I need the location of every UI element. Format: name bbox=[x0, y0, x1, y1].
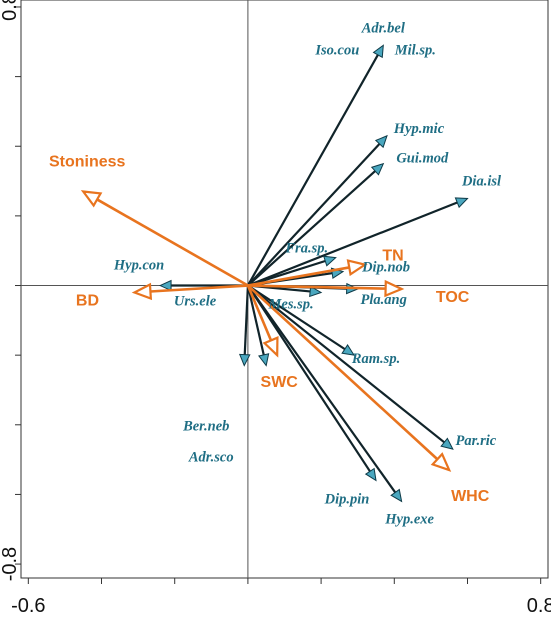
species-arrow-hyp-mic-head bbox=[374, 134, 388, 149]
env-arrow-toc-shaft bbox=[247, 284, 386, 290]
species-label-iso-cou: Iso.cou bbox=[314, 42, 359, 58]
species-label-hyp-mic: Hyp.mic bbox=[393, 121, 445, 137]
species-arrow-dip-pin-shaft bbox=[246, 284, 371, 472]
species-arrow-dia-isl-head bbox=[454, 197, 469, 209]
species-arrow-adr-bel-shaft bbox=[246, 54, 379, 287]
species-arrow-hyp-exe-shaft bbox=[247, 284, 397, 494]
env-arrow-tn bbox=[247, 259, 368, 287]
species-arrow-dia-isl bbox=[247, 197, 469, 287]
species-arrow-fra-sp-head bbox=[323, 255, 337, 267]
species-arrow-unlabeled-18 bbox=[246, 285, 270, 367]
species-label-par-ric: Par.ric bbox=[456, 433, 497, 449]
env-arrow-bd-shaft bbox=[150, 284, 248, 293]
plot-frame bbox=[20, 0, 549, 579]
species-arrow-unlabeled-18-shaft bbox=[246, 285, 265, 356]
env-arrow-tn-head bbox=[346, 259, 368, 277]
y-tick-label: -0.8 bbox=[0, 547, 21, 581]
x-tick-label: -0.6 bbox=[11, 595, 45, 617]
species-arrow-ber-neb-head bbox=[238, 353, 251, 367]
species-arrow-fra-sp bbox=[247, 255, 337, 287]
species-label-hyp-exe: Hyp.exe bbox=[384, 511, 434, 527]
env-arrow-stoniness-head bbox=[80, 190, 103, 208]
species-label-dip-nob: Dip.nob bbox=[361, 260, 410, 276]
species-arrow-ram-sp-shaft bbox=[247, 284, 346, 351]
species-arrow-unlabeled-18-head bbox=[258, 353, 270, 367]
y-tick-label: 0.8 bbox=[0, 0, 21, 21]
species-arrow-hyp-con-head bbox=[158, 279, 172, 292]
env-arrow-swc bbox=[246, 285, 279, 358]
env-label-toc: TOC bbox=[436, 289, 470, 306]
env-arrow-toc bbox=[247, 279, 405, 298]
species-arrow-adr-bel-head bbox=[372, 44, 384, 59]
env-arrow-swc-shaft bbox=[246, 285, 273, 341]
species-label-ram-sp: Ram.sp. bbox=[351, 351, 400, 367]
species-arrow-ber-neb-shaft bbox=[243, 285, 250, 355]
species-arrow-par-ric-shaft bbox=[247, 284, 445, 444]
env-label-tn: TN bbox=[382, 248, 403, 265]
env-label-stoniness: Stoniness bbox=[49, 154, 126, 171]
x-tick-label: 0.8 bbox=[527, 595, 551, 617]
env-arrow-whc-head bbox=[430, 452, 452, 472]
species-label-dip-pin: Dip.pin bbox=[324, 492, 370, 508]
species-arrows bbox=[158, 44, 469, 503]
species-arrow-mes-sp-head bbox=[309, 285, 323, 298]
species-label-ber-neb: Ber.neb bbox=[182, 419, 229, 435]
species-arrow-hyp-mic bbox=[247, 134, 388, 287]
species-arrow-gui-mod bbox=[247, 162, 385, 287]
species-arrow-ram-sp bbox=[247, 284, 356, 356]
env-arrow-stoniness bbox=[80, 190, 249, 287]
env-label-swc: SWC bbox=[261, 374, 299, 391]
env-arrow-swc-head bbox=[262, 336, 279, 358]
env-arrow-whc bbox=[247, 284, 452, 472]
species-label-adr-bel: Adr.bel bbox=[361, 20, 405, 36]
species-label-adr-sco: Adr.sco bbox=[188, 450, 234, 466]
species-arrow-dia-isl-shaft bbox=[247, 201, 458, 287]
env-arrow-toc-head bbox=[384, 279, 405, 298]
env-label-whc: WHC bbox=[451, 488, 490, 505]
env-label-bd: BD bbox=[76, 292, 99, 309]
species-arrow-gui-mod-shaft bbox=[247, 170, 376, 287]
species-label-mes-sp: Mes.sp. bbox=[268, 296, 314, 312]
species-arrow-ber-neb bbox=[238, 285, 251, 367]
species-arrow-par-ric-head bbox=[440, 437, 454, 450]
species-arrow-hyp-exe-head bbox=[390, 488, 403, 503]
env-arrow-stoniness-shaft bbox=[96, 198, 249, 287]
species-label-fra-sp: Fra.sp. bbox=[284, 241, 328, 257]
species-arrow-par-ric bbox=[247, 284, 454, 450]
species-arrow-hyp-exe bbox=[247, 284, 403, 503]
species-label-mil-sp: Mil.sp. bbox=[394, 42, 436, 58]
species-label-urs-ele: Urs.ele bbox=[174, 294, 217, 310]
env-arrow-tn-shaft bbox=[247, 266, 350, 287]
species-label-gui-mod: Gui.mod bbox=[396, 151, 449, 167]
env-arrow-bd bbox=[131, 282, 248, 301]
species-arrow-gui-mod-head bbox=[370, 162, 385, 176]
species-arrow-fra-sp-shaft bbox=[247, 259, 326, 287]
env-arrow-bd-head bbox=[131, 282, 153, 301]
species-label-hyp-con: Hyp.con bbox=[113, 258, 164, 274]
species-arrow-dip-pin bbox=[246, 284, 377, 482]
species-label-dia-isl: Dia.isl bbox=[461, 173, 501, 189]
species-label-pla-ang: Pla.ang bbox=[361, 292, 407, 308]
env-arrow-whc-shaft bbox=[247, 284, 439, 461]
environment-arrows bbox=[80, 190, 452, 472]
species-arrow-hyp-mic-shaft bbox=[247, 143, 381, 287]
species-arrow-dip-pin-head bbox=[364, 467, 377, 482]
species-arrow-adr-bel bbox=[246, 44, 384, 287]
species-arrow-ram-sp-head bbox=[341, 344, 356, 356]
